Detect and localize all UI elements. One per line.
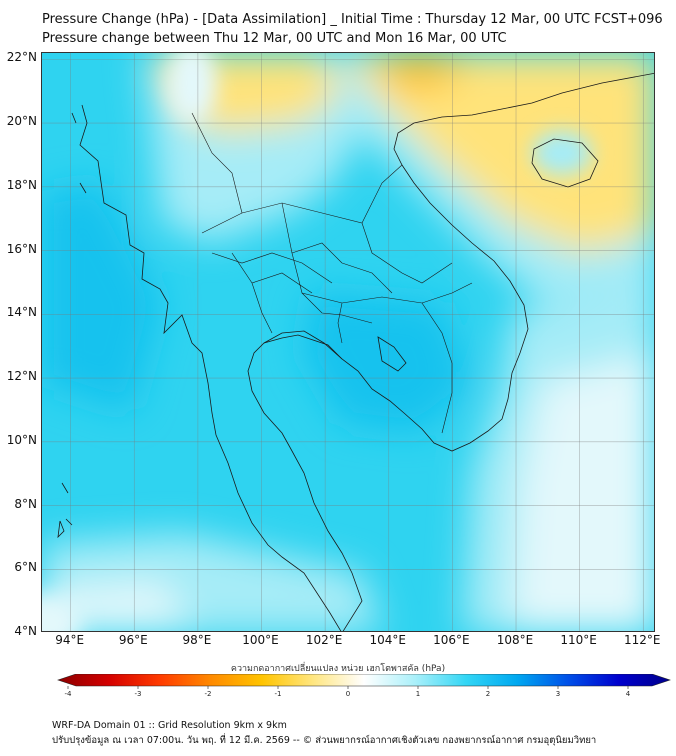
colorbar-tick-label: -4 xyxy=(64,690,72,698)
coast-hainan xyxy=(531,138,599,188)
map-panel xyxy=(41,52,655,632)
longitude-label: 96°E xyxy=(118,633,148,647)
footer-model-info: WRF-DA Domain 01 :: Grid Resolution 9km … xyxy=(52,720,287,731)
colorbar-title: ความกดอากาศเปลี่ยนแปลง หน่วย เฮกโตพาสคัล… xyxy=(230,664,446,674)
colorbar-ticks xyxy=(67,686,629,689)
field-blobs xyxy=(42,53,654,631)
colorbar-tick-label: 1 xyxy=(415,690,421,698)
field-pale-corner xyxy=(42,593,82,631)
colorbar xyxy=(57,674,671,689)
colorbar-tick-label: 0 xyxy=(345,690,351,698)
colorbar-gradient xyxy=(57,674,671,687)
latitude-label: 10°N xyxy=(6,432,37,447)
latitude-label: 22°N xyxy=(6,50,37,65)
country-borders xyxy=(191,112,473,434)
latitude-label: 16°N xyxy=(6,241,37,256)
field-pale-southeast xyxy=(512,353,654,631)
tonle-sap xyxy=(377,336,407,372)
field-deep-west xyxy=(42,183,162,413)
colorbar-tick-label: -2 xyxy=(204,690,212,698)
field-hainan-spot xyxy=(532,131,592,175)
chart-title: Pressure Change (hPa) - [Data Assimilati… xyxy=(42,12,663,27)
province-borders xyxy=(211,242,393,324)
latitude-label: 18°N xyxy=(6,177,37,192)
longitude-label: 112°E xyxy=(624,633,661,647)
longitude-label: 104°E xyxy=(369,633,407,647)
latitude-label: 14°N xyxy=(6,305,37,320)
colorbar-tick-label: 3 xyxy=(555,690,561,698)
field-pale-spot xyxy=(167,53,217,123)
latitude-label: 12°N xyxy=(6,369,37,384)
field-orange-north xyxy=(372,53,462,93)
longitude-label: 98°E xyxy=(182,633,212,647)
coast-west xyxy=(79,104,342,631)
chart-subtitle: Pressure change between Thu 12 Mar, 00 U… xyxy=(42,31,507,46)
longitude-label: 110°E xyxy=(560,633,597,647)
field-yellow-northeast xyxy=(342,53,654,253)
longitude-label: 108°E xyxy=(496,633,534,647)
latitude-label: 20°N xyxy=(6,114,37,129)
colorbar-tick-label: -1 xyxy=(274,690,282,698)
pressure-change-map xyxy=(42,53,654,631)
longitude-label: 94°E xyxy=(55,633,85,647)
longitude-label: 102°E xyxy=(305,633,343,647)
islands xyxy=(57,112,87,539)
graticule xyxy=(42,53,654,631)
latitude-label: 4°N xyxy=(14,624,37,638)
latitude-label: 8°N xyxy=(14,496,37,511)
coastlines-borders xyxy=(57,72,654,631)
footer-credit: ปรับปรุงข้อมูล ณ เวลา 07:00น. วัน พฤ. ที… xyxy=(52,735,597,746)
latitude-label: 6°N xyxy=(14,560,37,575)
colorbar-tick-label: 4 xyxy=(625,690,631,698)
longitude-label: 106°E xyxy=(433,633,470,647)
colorbar-tick-label: -3 xyxy=(134,690,142,698)
longitude-label: 100°E xyxy=(242,633,279,647)
colorbar-tick-label: 2 xyxy=(485,690,491,698)
coast-east xyxy=(247,72,654,631)
field-deep-center xyxy=(302,293,472,433)
gulf-thailand-head xyxy=(263,330,343,360)
